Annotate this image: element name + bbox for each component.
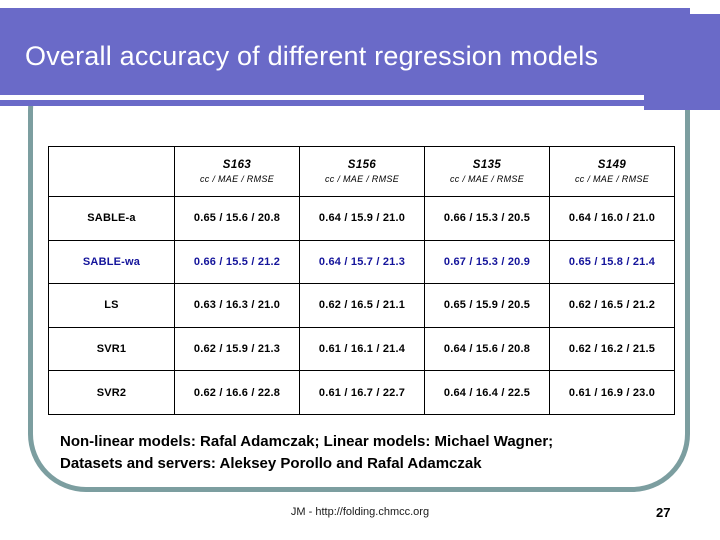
table-row-svr1: SVR1 0.62 / 15.9 / 21.3 0.61 / 16.1 / 21… xyxy=(48,326,675,372)
column-name: S163 xyxy=(222,159,252,171)
column-subheader: cc / MAE / RMSE xyxy=(449,174,524,184)
footer-text: JM - http://folding.chmcc.org xyxy=(290,506,430,518)
value-cell: 0.62 / 15.9 / 21.3 xyxy=(174,326,300,372)
title-underline xyxy=(0,95,644,100)
table-row-ls: LS 0.63 / 16.3 / 21.0 0.62 / 16.5 / 21.1… xyxy=(48,283,675,328)
page-number: 27 xyxy=(656,505,671,520)
value-cell: 0.62 / 16.6 / 22.8 xyxy=(174,370,300,415)
column-header-s156: S156 cc / MAE / RMSE xyxy=(299,146,425,197)
value-cell: 0.66 / 15.3 / 20.5 xyxy=(424,196,550,241)
column-header-s135: S135 cc / MAE / RMSE xyxy=(424,146,550,197)
row-label: SVR2 xyxy=(48,370,175,415)
column-name: S156 xyxy=(347,159,377,171)
column-header-s163: S163 cc / MAE / RMSE xyxy=(174,146,300,197)
row-label: SABLE-a xyxy=(48,196,175,241)
table-row-svr2: SVR2 0.62 / 16.6 / 22.8 0.61 / 16.7 / 22… xyxy=(48,370,675,415)
value-cell: 0.63 / 16.3 / 21.0 xyxy=(174,283,300,328)
credits-line-1: Non-linear models: Rafal Adamczak; Linea… xyxy=(60,433,554,450)
value-cell: 0.61 / 16.1 / 21.4 xyxy=(299,326,425,372)
column-name: S149 xyxy=(597,159,627,171)
value-cell: 0.61 / 16.9 / 23.0 xyxy=(549,370,675,415)
title-banner xyxy=(0,8,690,106)
value-cell: 0.67 / 15.3 / 20.9 xyxy=(424,239,550,285)
table-row-sable-a: SABLE-a 0.65 / 15.6 / 20.8 0.64 / 15.9 /… xyxy=(48,196,675,241)
column-header-s149: S149 cc / MAE / RMSE xyxy=(549,146,675,197)
value-cell: 0.64 / 15.9 / 21.0 xyxy=(299,196,425,241)
value-cell: 0.62 / 16.5 / 21.1 xyxy=(299,283,425,328)
credits-text: Non-linear models: Rafal Adamczak; Linea… xyxy=(60,431,670,475)
value-cell: 0.65 / 15.8 / 21.4 xyxy=(549,239,675,285)
column-name: S135 xyxy=(472,159,502,171)
row-label: SVR1 xyxy=(48,326,175,372)
value-cell: 0.64 / 16.4 / 22.5 xyxy=(424,370,550,415)
slide-title: Overall accuracy of different regression… xyxy=(25,41,599,71)
corner-cell xyxy=(48,146,175,197)
title-banner-right-block xyxy=(644,14,720,110)
value-cell: 0.62 / 16.5 / 21.2 xyxy=(549,283,675,328)
value-cell: 0.61 / 16.7 / 22.7 xyxy=(299,370,425,415)
table-header-row: S163 cc / MAE / RMSE S156 cc / MAE / RMS… xyxy=(48,146,675,197)
column-subheader: cc / MAE / RMSE xyxy=(324,174,399,184)
results-table: S163 cc / MAE / RMSE S156 cc / MAE / RMS… xyxy=(48,146,675,415)
value-cell: 0.62 / 16.2 / 21.5 xyxy=(549,326,675,372)
credits-line-2: Datasets and servers: Aleksey Porollo an… xyxy=(60,455,482,472)
column-subheader: cc / MAE / RMSE xyxy=(574,174,649,184)
value-cell: 0.66 / 15.5 / 21.2 xyxy=(174,239,300,285)
column-subheader: cc / MAE / RMSE xyxy=(199,174,274,184)
table-row-sable-wa: SABLE-wa 0.66 / 15.5 / 21.2 0.64 / 15.7 … xyxy=(48,239,675,285)
row-label: LS xyxy=(48,283,175,328)
value-cell: 0.64 / 15.6 / 20.8 xyxy=(424,326,550,372)
value-cell: 0.65 / 15.6 / 20.8 xyxy=(174,196,300,241)
row-label: SABLE-wa xyxy=(48,239,175,285)
value-cell: 0.64 / 16.0 / 21.0 xyxy=(549,196,675,241)
value-cell: 0.65 / 15.9 / 20.5 xyxy=(424,283,550,328)
value-cell: 0.64 / 15.7 / 21.3 xyxy=(299,239,425,285)
